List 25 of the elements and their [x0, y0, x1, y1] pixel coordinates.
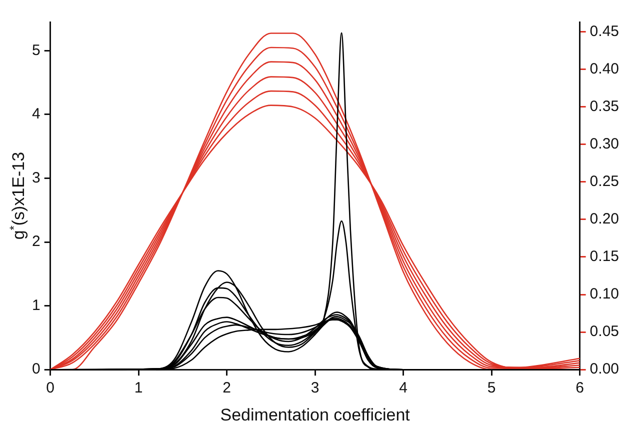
x-tick-label: 1: [134, 380, 143, 397]
y-tick-label: 3: [32, 169, 40, 186]
y-tick-label: 2: [32, 233, 40, 250]
y2-tick-label: 0.10: [590, 286, 620, 303]
x-tick-label: 5: [487, 380, 496, 397]
x-tick-label: 2: [222, 380, 231, 397]
y2-tick-label: 0.35: [590, 98, 620, 115]
x-tick-label: 4: [399, 380, 408, 397]
y2-tick-label: 0.00: [590, 360, 620, 378]
y-tick-label: 0: [32, 360, 40, 378]
x-tick-label: 3: [310, 380, 320, 397]
x-tick-label: 6: [576, 380, 584, 397]
y2-tick-label: 0.15: [590, 248, 620, 266]
y-tick-label: 1: [32, 296, 40, 314]
y2-tick-label: 0.40: [590, 60, 620, 78]
y2-tick-label: 0.20: [590, 210, 620, 228]
y2-tick-label: 0.30: [590, 136, 620, 153]
y-tick-label: 4: [32, 106, 40, 123]
y-axis-title: g*(s)x1E-13: [7, 152, 28, 240]
y-tick-label: 5: [32, 42, 40, 59]
y2-tick-label: 0.25: [590, 173, 620, 190]
x-axis-title: Sedimentation coefficient: [220, 405, 410, 424]
x-tick-label: 0: [46, 380, 55, 397]
y2-tick-label: 0.45: [590, 22, 620, 40]
y2-tick-label: 0.05: [590, 323, 620, 340]
